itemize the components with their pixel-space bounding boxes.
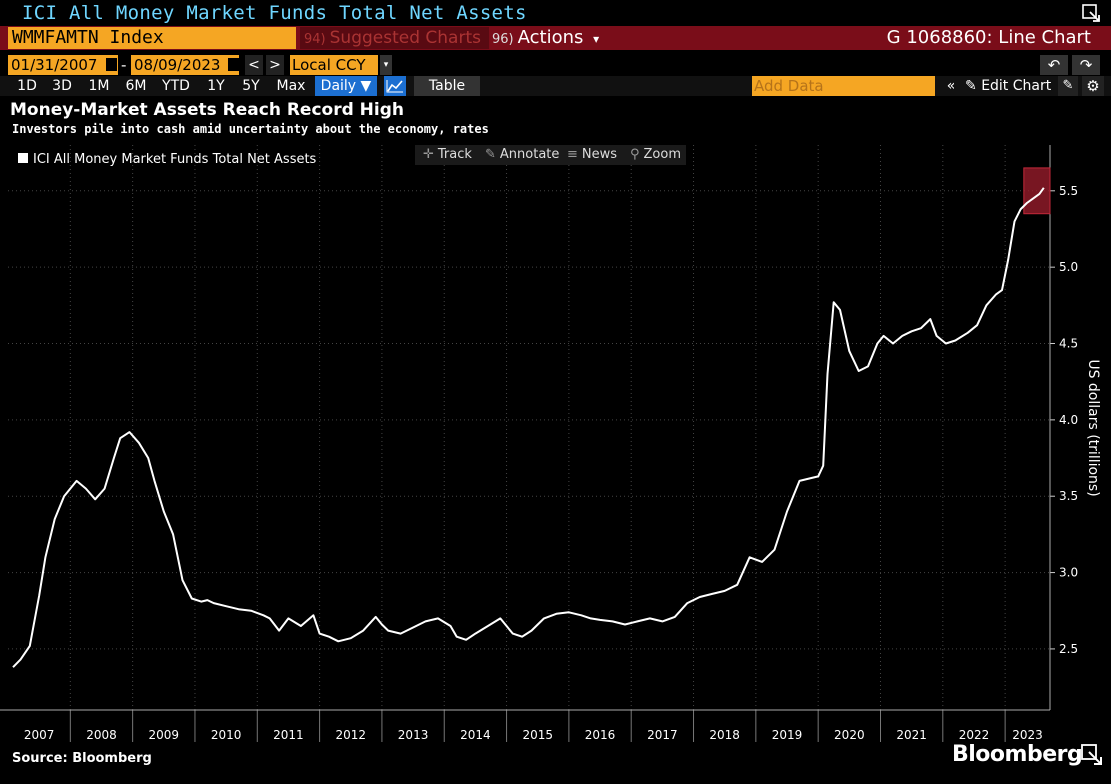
series-layer bbox=[12, 167, 1051, 668]
gear-icon[interactable]: ⚙ bbox=[1082, 76, 1104, 96]
y-axis-label: US dollars (trillions) bbox=[1085, 359, 1101, 496]
y-tick-label: 4.5 bbox=[1059, 337, 1078, 351]
x-tick-label: 2007 bbox=[24, 728, 55, 742]
brand-logo: Bloomberg bbox=[952, 742, 1083, 767]
suggested-badge: 94) bbox=[304, 32, 326, 47]
y-tick-label: 3.5 bbox=[1059, 489, 1078, 503]
undo-button[interactable]: ↶ bbox=[1040, 55, 1068, 75]
range-ytd[interactable]: YTD bbox=[162, 78, 190, 94]
chevron-down-icon: ▾ bbox=[593, 32, 600, 46]
range-max[interactable]: Max bbox=[276, 78, 306, 94]
start-date-input[interactable]: 01/31/2007 bbox=[8, 55, 118, 75]
table-button[interactable]: Table bbox=[414, 76, 480, 96]
chevron-down-icon[interactable]: ▾ bbox=[380, 55, 392, 75]
date-row: 01/31/2007 - 08/09/2023 < > Local CCY ▾ … bbox=[0, 55, 1111, 75]
edit-chart-label: Edit Chart bbox=[981, 78, 1052, 94]
collapse-button[interactable]: « bbox=[946, 78, 956, 94]
edit-icon[interactable]: ✎ bbox=[1058, 76, 1078, 96]
chart-title: Money-Market Assets Reach Record High bbox=[10, 100, 405, 120]
zoom-button[interactable]: ⚲ Zoom bbox=[630, 145, 681, 165]
x-tick-label: 2018 bbox=[709, 728, 740, 742]
actions-label: Actions bbox=[517, 27, 584, 48]
x-tick-label: 2011 bbox=[273, 728, 304, 742]
axis-layer: 2007 2008 2009 2010 2011 2012 2013 2014 2015 2016… bbox=[0, 145, 1101, 742]
suggested-charts-button[interactable]: 94) Suggested Charts bbox=[300, 27, 489, 49]
pencil-icon: ✎ bbox=[485, 147, 496, 162]
window-title: ICI All Money Market Funds Total Net Ass… bbox=[22, 2, 527, 24]
currency-select[interactable]: Local CCY bbox=[290, 55, 378, 75]
date-separator: - bbox=[121, 56, 127, 74]
add-data-input[interactable]: Add Data bbox=[752, 76, 935, 96]
x-tick-label: 2017 bbox=[647, 728, 678, 742]
brand-mark-icon bbox=[1081, 744, 1102, 765]
chart-subtitle: Investors pile into cash amid uncertaint… bbox=[12, 122, 489, 136]
x-tick-label: 2013 bbox=[398, 728, 429, 742]
x-tick-label: 2022 bbox=[959, 728, 990, 742]
y-tick-label: 2.5 bbox=[1059, 642, 1078, 656]
suggested-charts-label: Suggested Charts bbox=[329, 28, 481, 48]
range-1d[interactable]: 1D bbox=[17, 78, 37, 94]
line-chart-icon bbox=[386, 80, 403, 93]
actions-badge: 96) bbox=[492, 32, 514, 47]
annotate-button[interactable]: ✎ Annotate bbox=[485, 145, 559, 165]
redo-button[interactable]: ↷ bbox=[1072, 55, 1100, 75]
legend[interactable]: ICI All Money Market Funds Total Net Ass… bbox=[18, 152, 316, 167]
chart-toolbar: ✛ Track ✎ Annotate ≡ News ⚲ Zoom bbox=[415, 145, 686, 165]
x-tick-label: 2009 bbox=[149, 728, 180, 742]
zoom-icon: ⚲ bbox=[630, 147, 640, 162]
calendar-icon[interactable] bbox=[228, 58, 239, 71]
grid-layer bbox=[8, 145, 1050, 710]
popout-icon[interactable] bbox=[1081, 3, 1101, 23]
legend-swatch bbox=[18, 153, 28, 163]
track-label: Track bbox=[437, 147, 472, 162]
actions-button[interactable]: 96) Actions ▾ bbox=[488, 27, 599, 49]
chart-id-label: G 1068860: Line Chart bbox=[886, 27, 1091, 48]
range-3d[interactable]: 3D bbox=[52, 78, 72, 94]
annotate-label: Annotate bbox=[499, 147, 560, 162]
x-tick-label: 2008 bbox=[86, 728, 117, 742]
news-label: News bbox=[581, 147, 618, 162]
news-button[interactable]: ≡ News bbox=[567, 145, 617, 165]
range-1m[interactable]: 1M bbox=[88, 78, 110, 94]
y-tick-label: 4.0 bbox=[1059, 413, 1078, 427]
ticker-input[interactable]: WMMFAMTN Index bbox=[8, 27, 296, 49]
x-tick-label: 2016 bbox=[585, 728, 616, 742]
prev-period-button[interactable]: < bbox=[245, 55, 263, 75]
start-date-value: 01/31/2007 bbox=[11, 56, 98, 74]
source-note: Source: Bloomberg bbox=[12, 751, 152, 766]
x-tick-label: 2019 bbox=[772, 728, 803, 742]
range-5y[interactable]: 5Y bbox=[242, 78, 260, 94]
pencil-icon: ✎ bbox=[965, 78, 977, 94]
news-icon: ≡ bbox=[567, 147, 578, 162]
edit-chart-button[interactable]: ✎ Edit Chart bbox=[965, 76, 1051, 96]
calendar-icon[interactable] bbox=[106, 58, 117, 71]
line-chart-type-button[interactable] bbox=[384, 76, 406, 96]
zoom-label: Zoom bbox=[643, 147, 682, 162]
record-high-highlight bbox=[1023, 167, 1051, 215]
x-tick-label: 2012 bbox=[335, 728, 366, 742]
end-date-value: 08/09/2023 bbox=[134, 56, 221, 74]
x-tick-label: 2015 bbox=[522, 728, 553, 742]
frequency-select[interactable]: Daily ▼ bbox=[315, 76, 377, 96]
y-tick-label: 3.0 bbox=[1059, 566, 1078, 580]
x-tick-label: 2021 bbox=[896, 728, 927, 742]
end-date-input[interactable]: 08/09/2023 bbox=[131, 55, 239, 75]
y-tick-label: 5.5 bbox=[1059, 184, 1078, 198]
series-line bbox=[12, 187, 1045, 668]
next-period-button[interactable]: > bbox=[266, 55, 284, 75]
x-tick-label: 2023 bbox=[1012, 728, 1043, 742]
x-tick-label: 2020 bbox=[834, 728, 865, 742]
range-6m[interactable]: 6M bbox=[125, 78, 147, 94]
x-tick-label: 2010 bbox=[211, 728, 242, 742]
track-button[interactable]: ✛ Track bbox=[423, 145, 472, 165]
window-title-bar: ICI All Money Market Funds Total Net Ass… bbox=[0, 0, 1111, 26]
y-tick-label: 5.0 bbox=[1059, 260, 1078, 274]
crosshair-icon: ✛ bbox=[423, 147, 434, 162]
range-1y[interactable]: 1Y bbox=[207, 78, 225, 94]
legend-label: ICI All Money Market Funds Total Net Ass… bbox=[33, 152, 317, 167]
x-tick-label: 2014 bbox=[460, 728, 491, 742]
